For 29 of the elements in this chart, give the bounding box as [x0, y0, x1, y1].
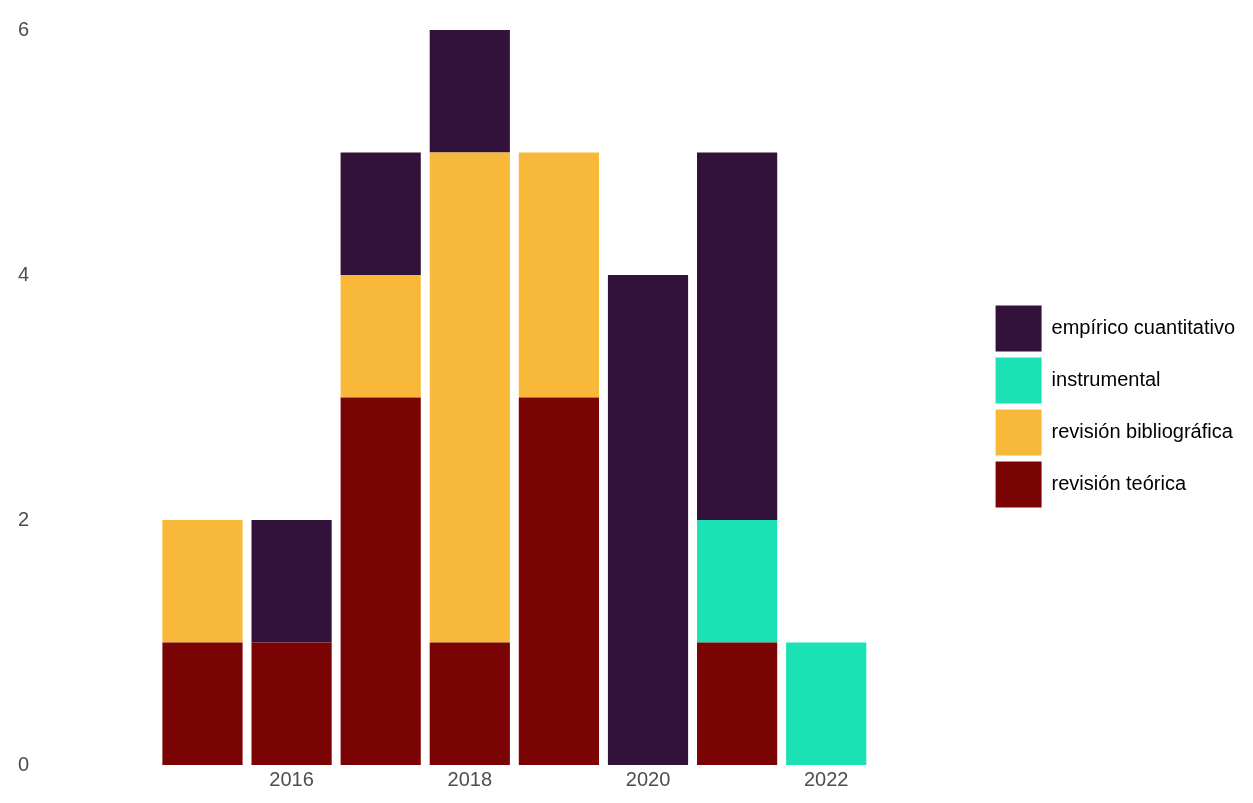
bar — [607, 275, 689, 765]
y-tick-label: 4 — [18, 262, 30, 285]
y-tick-label: 0 — [18, 752, 30, 775]
bar — [697, 152, 778, 520]
x-tick-label: 2016 — [269, 767, 314, 790]
bar — [251, 642, 332, 765]
legend-label: revisión bibliográfica — [1051, 420, 1234, 443]
bar — [697, 520, 778, 643]
bar — [697, 642, 778, 765]
bar — [429, 642, 510, 765]
x-tick-label: 2018 — [447, 767, 493, 790]
bar — [518, 152, 599, 398]
bar — [340, 397, 421, 765]
bar — [162, 642, 243, 765]
bar — [429, 30, 510, 153]
y-tick-label: 6 — [18, 17, 30, 40]
bar — [340, 275, 421, 398]
legend-label: revisión teórica — [1051, 472, 1187, 495]
bar — [518, 397, 599, 765]
x-tick-label: 2020 — [625, 767, 671, 790]
bar — [786, 642, 867, 765]
bar — [340, 152, 421, 275]
bar — [429, 152, 510, 643]
bar — [162, 520, 243, 643]
legend-label: instrumental — [1051, 368, 1161, 391]
y-tick-label: 2 — [18, 507, 30, 530]
legend-label: empírico cuantitativo — [1051, 316, 1235, 339]
x-tick-label: 2022 — [803, 767, 849, 790]
bar — [251, 520, 332, 643]
